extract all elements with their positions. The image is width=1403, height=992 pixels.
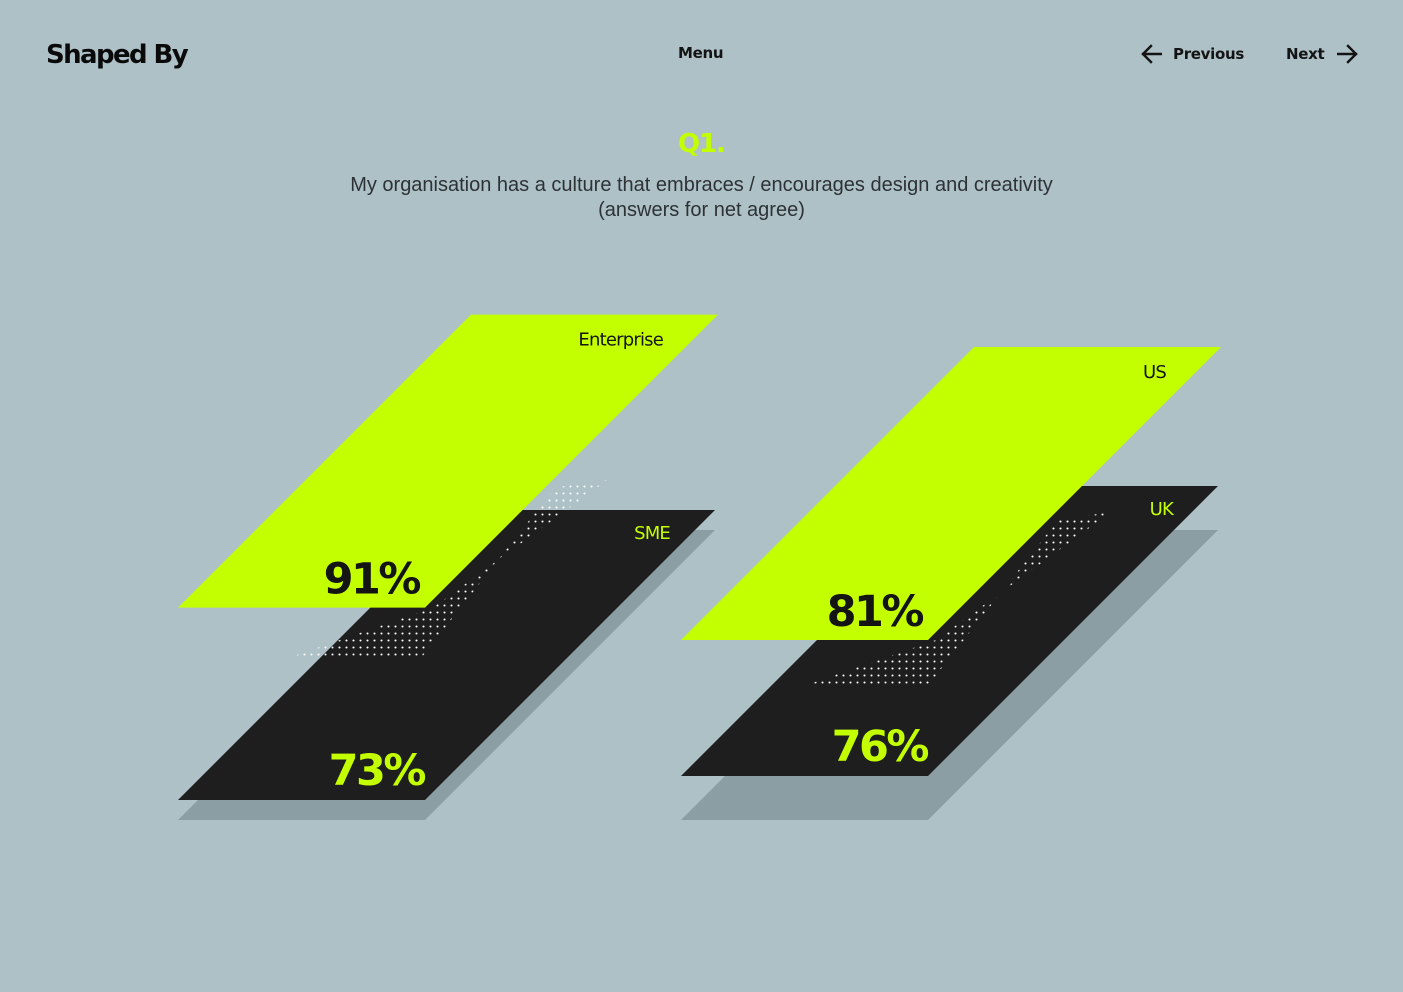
value-label-uk: 76% xyxy=(832,722,929,772)
next-label: Next xyxy=(1286,45,1325,63)
difference-band-2 xyxy=(798,512,1111,688)
value-label-us: 81% xyxy=(827,587,924,637)
question-text-line-2: (answers for net agree) xyxy=(598,199,805,221)
next-button[interactable]: Next xyxy=(1286,44,1359,64)
question-number: Q1. xyxy=(677,129,726,159)
previous-button[interactable]: Previous xyxy=(1140,44,1244,64)
previous-label: Previous xyxy=(1173,45,1244,63)
category-label-enterprise: Enterprise xyxy=(578,330,663,351)
bar-enterprise xyxy=(178,314,718,608)
question-text-line-1: My organisation has a culture that embra… xyxy=(350,174,1053,196)
value-label-enterprise: 91% xyxy=(324,555,421,605)
logo[interactable]: Shaped By xyxy=(46,40,189,70)
category-label-us: US xyxy=(1143,362,1166,383)
category-label-uk: UK xyxy=(1150,499,1175,520)
arrow-right-icon xyxy=(1337,44,1359,64)
menu-button[interactable]: Menu xyxy=(678,44,724,62)
difference-band-1 xyxy=(295,479,608,656)
bar-sme xyxy=(178,510,715,800)
value-label-sme: 73% xyxy=(329,746,426,796)
bar-us xyxy=(681,347,1221,640)
question-text: My organisation has a culture that embra… xyxy=(250,173,1153,223)
category-label-sme: SME xyxy=(634,523,670,544)
arrow-left-icon xyxy=(1141,44,1162,64)
